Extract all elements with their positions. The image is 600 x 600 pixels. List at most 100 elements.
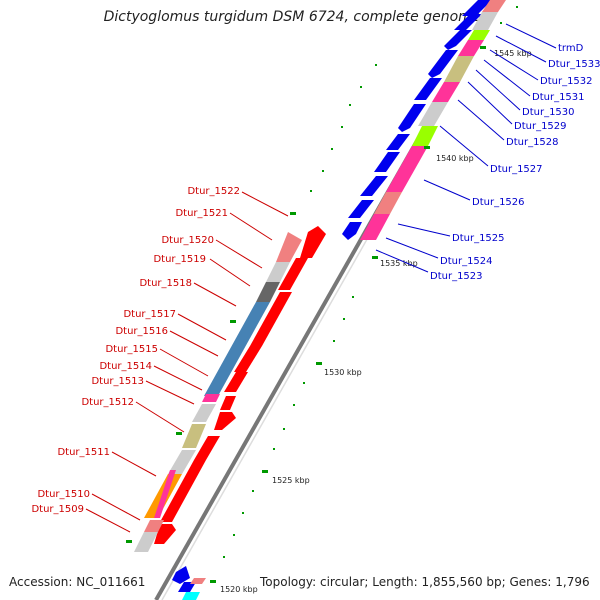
- gene-label-right[interactable]: Dtur_1530: [522, 107, 575, 118]
- band-segment: [192, 404, 216, 422]
- minor-ticks: [223, 6, 518, 558]
- gene-arrow[interactable]: [348, 200, 374, 218]
- band-segment: [190, 578, 206, 584]
- kbp-tick: [126, 540, 132, 543]
- gene-arrow[interactable]: [462, 0, 492, 16]
- kbp-tick: [316, 362, 322, 365]
- band-segment: [266, 262, 290, 282]
- left-gene-labels: Dtur_1522 Dtur_1521 Dtur_1520 Dtur_1519 …: [31, 186, 240, 515]
- left-leader-lines: [85, 191, 289, 533]
- band-segment: [386, 146, 428, 192]
- band-segment: [182, 424, 206, 448]
- gene-label-left[interactable]: Dtur_1521: [175, 208, 228, 219]
- gene-label-right[interactable]: Dtur_1524: [440, 256, 493, 267]
- right-gene-labels: trmD Dtur_1533 Dtur_1532 Dtur_1531 Dtur_…: [430, 43, 600, 282]
- gene-label-left[interactable]: Dtur_1522: [187, 186, 240, 197]
- reverse-strand-band: [360, 0, 506, 240]
- right-leader-lines: [375, 23, 557, 273]
- gene-label-left[interactable]: Dtur_1516: [115, 326, 168, 337]
- kbp-tick: [480, 46, 486, 49]
- gene-label-left[interactable]: Dtur_1513: [91, 376, 144, 387]
- gene-label-right[interactable]: Dtur_1532: [540, 76, 593, 87]
- gene-arrow[interactable]: [172, 566, 190, 584]
- kbp-tick: [230, 320, 236, 323]
- gene-arrow[interactable]: [342, 222, 362, 240]
- gene-label-right[interactable]: Dtur_1525: [452, 233, 505, 244]
- kbp-tick: [262, 470, 268, 473]
- gene-label-right[interactable]: Dtur_1528: [506, 137, 559, 148]
- kbp-label: 1530 kbp: [324, 368, 362, 377]
- gene-label-right[interactable]: Dtur_1526: [472, 197, 525, 208]
- kbp-tick: [424, 146, 430, 149]
- gene-label-left[interactable]: Dtur_1520: [161, 235, 214, 246]
- gene-arrow[interactable]: [214, 412, 236, 430]
- gene-arrow[interactable]: [220, 396, 236, 410]
- tick-marks: [126, 46, 486, 583]
- gene-arrow[interactable]: [250, 292, 292, 346]
- band-segment: [144, 520, 164, 532]
- band-segment: [202, 394, 220, 402]
- gene-label-left[interactable]: Dtur_1509: [31, 504, 84, 515]
- band-segment: [134, 532, 158, 552]
- band-segment: [276, 232, 302, 262]
- kbp-label: 1545 kbp: [494, 49, 532, 58]
- gene-arrow[interactable]: [224, 372, 248, 392]
- band-segment: [468, 30, 490, 40]
- gene-label-left[interactable]: Dtur_1512: [81, 397, 134, 408]
- gene-label-left[interactable]: Dtur_1519: [153, 254, 206, 265]
- band-segment: [458, 40, 484, 56]
- gene-arrow[interactable]: [182, 592, 200, 600]
- band-segment: [256, 282, 280, 302]
- band-segment: [360, 214, 390, 240]
- gene-label-right[interactable]: Dtur_1533: [548, 59, 600, 70]
- band-segment: [168, 450, 196, 474]
- kbp-label: 1535 kbp: [380, 259, 418, 268]
- band-segment: [412, 126, 438, 146]
- gene-arrow[interactable]: [234, 346, 262, 372]
- gene-arrow[interactable]: [428, 50, 458, 78]
- gene-arrow[interactable]: [160, 460, 206, 522]
- kbp-tick: [372, 256, 378, 259]
- gene-arrow[interactable]: [414, 78, 442, 100]
- gene-arrow[interactable]: [386, 134, 410, 150]
- band-segment: [444, 56, 474, 82]
- accession-text: Accession: NC_011661: [9, 575, 145, 589]
- topology-text: Topology: circular; Length: 1,855,560 bp…: [259, 575, 590, 589]
- kbp-tick: [210, 580, 216, 583]
- gene-label-right[interactable]: trmD: [558, 43, 584, 54]
- forward-strand-band: [134, 232, 302, 584]
- gene-label-right[interactable]: Dtur_1529: [514, 121, 567, 132]
- band-segment: [482, 0, 506, 12]
- gene-arrow[interactable]: [454, 14, 482, 30]
- kbp-label: 1525 kbp: [272, 476, 310, 485]
- kbp-label: 1540 kbp: [436, 154, 474, 163]
- gene-label-left[interactable]: Dtur_1511: [57, 447, 110, 458]
- gene-arrow[interactable]: [398, 104, 426, 132]
- band-segment: [374, 192, 402, 214]
- reverse-strand-genes: [342, 0, 492, 240]
- gene-label-left[interactable]: Dtur_1510: [37, 489, 90, 500]
- band-segment: [154, 470, 176, 518]
- gene-label-right[interactable]: Dtur_1527: [490, 164, 543, 175]
- kbp-tick: [176, 432, 182, 435]
- gene-arrow[interactable]: [194, 436, 220, 460]
- gene-label-right[interactable]: Dtur_1523: [430, 271, 483, 282]
- gene-label-left[interactable]: Dtur_1517: [123, 309, 176, 320]
- gene-arrow[interactable]: [178, 582, 196, 592]
- kbp-tick: [290, 212, 296, 215]
- gene-arrow[interactable]: [278, 258, 308, 290]
- gene-arrow[interactable]: [300, 226, 326, 258]
- gene-label-left[interactable]: Dtur_1515: [105, 344, 158, 355]
- band-segment: [204, 302, 270, 396]
- gene-label-right[interactable]: Dtur_1531: [532, 92, 585, 103]
- kbp-label: 1520 kbp: [220, 585, 258, 594]
- band-segment: [418, 102, 448, 126]
- gene-arrow[interactable]: [444, 30, 472, 50]
- gene-arrow[interactable]: [374, 152, 400, 172]
- gene-arrow[interactable]: [360, 176, 388, 196]
- band-segment: [472, 12, 498, 30]
- gene-label-left[interactable]: Dtur_1514: [99, 361, 152, 372]
- gene-label-left[interactable]: Dtur_1518: [139, 278, 192, 289]
